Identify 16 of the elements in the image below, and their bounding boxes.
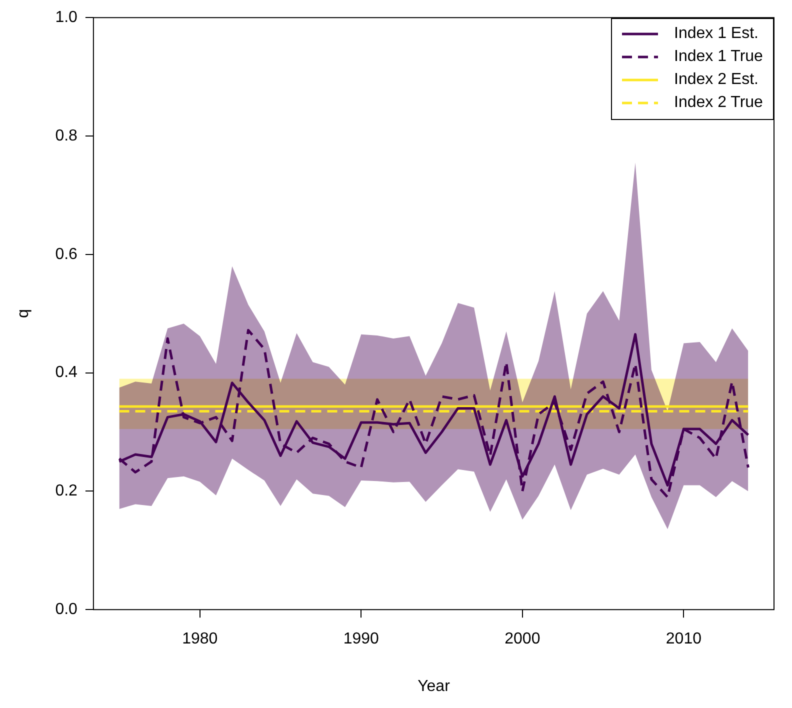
legend-label: Index 1 True	[674, 48, 763, 66]
x-tick-label: 1980	[182, 630, 218, 648]
x-tick-label: 2010	[666, 630, 702, 648]
y-tick-label: 0.8	[55, 127, 78, 144]
legend-label: Index 2 Est.	[674, 71, 758, 90]
y-tick-label: 0.2	[55, 482, 78, 500]
y-axis-title: q	[15, 309, 32, 318]
y-tick-label: 1.0	[55, 9, 78, 26]
legend-label: Index 1 Est.	[674, 25, 758, 44]
y-tick-label: 0.0	[55, 601, 78, 618]
legend-label: Index 2 True	[674, 94, 763, 112]
x-axis-title: Year	[418, 678, 451, 695]
y-tick-label: 0.4	[55, 364, 78, 382]
y-tick-label: 0.6	[55, 246, 78, 263]
x-tick-label: 1990	[343, 630, 380, 648]
x-tick-label: 2000	[504, 630, 540, 648]
